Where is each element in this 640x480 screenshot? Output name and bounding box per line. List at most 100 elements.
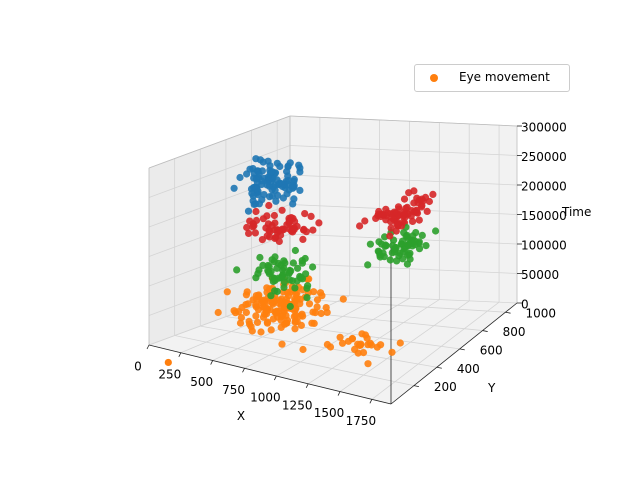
data-point xyxy=(388,348,396,356)
data-point xyxy=(242,308,250,317)
data-point xyxy=(323,340,331,349)
data-point xyxy=(361,217,369,225)
data-point xyxy=(403,260,411,268)
data-point xyxy=(274,226,282,234)
tick-labels: 0250500750100012501500175020040060080010… xyxy=(134,121,567,428)
data-point xyxy=(252,155,260,163)
data-point xyxy=(390,208,398,216)
data-point xyxy=(291,246,299,255)
data-point xyxy=(263,232,271,240)
data-point xyxy=(236,173,244,182)
x-tick-label: 500 xyxy=(190,375,213,389)
data-point xyxy=(281,259,289,267)
grid-line-z xyxy=(289,263,518,274)
data-point xyxy=(296,295,304,303)
y-tick-label: 400 xyxy=(457,362,480,376)
data-point xyxy=(307,212,315,220)
data-point xyxy=(386,232,394,240)
tick-mark xyxy=(413,385,419,388)
data-point xyxy=(268,299,276,307)
data-point xyxy=(396,339,404,347)
data-point xyxy=(406,249,414,257)
tick-mark xyxy=(459,348,465,351)
data-point xyxy=(246,320,254,328)
data-point xyxy=(299,235,307,243)
z-tick-label: 0 xyxy=(521,298,529,312)
data-point xyxy=(252,207,260,216)
data-point xyxy=(407,212,415,220)
data-point xyxy=(358,330,366,338)
data-point xyxy=(252,274,260,282)
data-point xyxy=(230,307,238,315)
data-point xyxy=(278,206,286,214)
data-point xyxy=(300,225,308,233)
data-point xyxy=(291,217,299,225)
data-point xyxy=(260,191,268,199)
data-point xyxy=(363,334,371,342)
data-point xyxy=(270,211,278,220)
data-point xyxy=(243,288,251,296)
z-tick-label: 50000 xyxy=(521,268,559,282)
data-point xyxy=(237,314,245,322)
data-point xyxy=(267,292,275,300)
data-point xyxy=(252,312,260,320)
data-point xyxy=(322,304,330,312)
grid-lines xyxy=(148,115,518,400)
data-point xyxy=(415,245,424,253)
x-tick-label: 750 xyxy=(222,383,245,397)
data-point xyxy=(354,349,362,357)
data-point xyxy=(244,207,253,215)
data-point xyxy=(339,295,347,303)
x-tick-label: 0 xyxy=(134,360,142,374)
data-point xyxy=(336,333,344,341)
data-point xyxy=(272,197,280,205)
data-point xyxy=(396,249,404,257)
data-point xyxy=(273,264,281,272)
data-point xyxy=(289,224,297,232)
data-point xyxy=(432,227,440,235)
grid-line-z xyxy=(148,145,291,198)
data-point xyxy=(359,349,368,357)
data-point xyxy=(214,308,222,317)
data-point xyxy=(238,303,246,312)
data-point xyxy=(318,292,326,300)
data-point xyxy=(233,266,241,274)
tick-mark xyxy=(210,360,214,365)
data-point xyxy=(292,311,300,319)
data-point xyxy=(279,312,287,320)
data-point xyxy=(299,312,307,320)
data-point xyxy=(344,337,353,345)
data-point xyxy=(267,168,275,176)
data-point xyxy=(382,205,390,213)
data-point xyxy=(256,253,264,262)
tick-mark xyxy=(436,366,442,369)
data-point xyxy=(393,257,401,265)
data-point xyxy=(265,201,273,210)
data-point xyxy=(413,209,422,217)
x-tick-label: 1250 xyxy=(282,398,313,412)
z-tick-label: 150000 xyxy=(521,209,567,223)
data-point xyxy=(283,190,291,198)
data-point xyxy=(338,339,347,347)
data-point xyxy=(398,237,407,245)
data-point xyxy=(389,241,397,250)
y-axis-line xyxy=(390,302,518,405)
data-point xyxy=(422,242,430,250)
x-axis-label: X xyxy=(237,409,245,423)
data-point xyxy=(313,303,321,311)
tick-mark xyxy=(369,399,373,404)
data-point xyxy=(252,185,260,193)
data-points xyxy=(164,155,440,368)
data-point xyxy=(269,277,277,286)
grid-line-x xyxy=(244,296,380,369)
data-point xyxy=(275,237,283,245)
data-point xyxy=(364,261,372,269)
data-point xyxy=(223,288,231,296)
grid-line-y xyxy=(200,325,437,368)
tick-mark xyxy=(337,391,341,396)
data-point xyxy=(252,175,260,183)
y-tick-label: 200 xyxy=(434,380,457,394)
tick-mark xyxy=(305,383,309,388)
data-point xyxy=(249,192,257,200)
data-point xyxy=(404,241,412,249)
